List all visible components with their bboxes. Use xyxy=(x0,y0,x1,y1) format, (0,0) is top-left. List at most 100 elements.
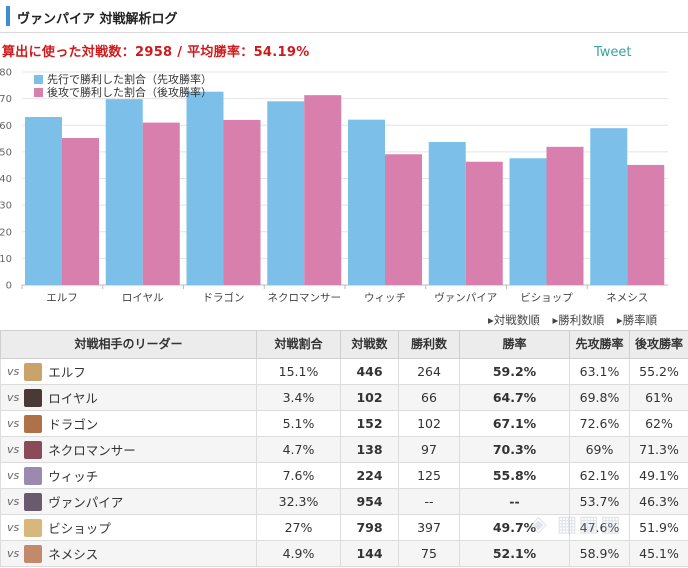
wins-cell: 397 xyxy=(398,514,460,541)
x-tick-label: ネクロマンサー xyxy=(268,292,342,304)
leader-avatar xyxy=(24,492,43,511)
share-cell: 15.1% xyxy=(256,358,341,385)
header-leader: 対戦相手のリーダー xyxy=(0,330,257,359)
first-rate-cell: 47.6% xyxy=(569,514,630,541)
bar-second-6 xyxy=(546,146,584,285)
rate-cell: 55.8% xyxy=(459,462,570,489)
x-tick-label: ビショップ xyxy=(520,292,573,304)
games-cell: 102 xyxy=(340,384,399,411)
matchup-table: 対戦相手のリーダー 対戦割合 対戦数 勝利数 勝率 先攻勝率 後攻勝率 vs エル… xyxy=(0,330,688,567)
bar-first-0 xyxy=(25,116,62,285)
y-tick-label: 60 xyxy=(0,121,12,132)
games-cell: 224 xyxy=(340,462,399,489)
vs-label: vs xyxy=(7,365,20,378)
games-cell: 138 xyxy=(340,436,399,463)
bar-first-3 xyxy=(267,101,305,285)
games-cell: 152 xyxy=(340,410,399,437)
legend-label: 後攻で勝利した割合（後攻勝率） xyxy=(47,85,212,99)
leader-name: ネメシス xyxy=(48,547,99,562)
leader-avatar xyxy=(24,440,43,459)
header-share: 対戦割合 xyxy=(256,330,341,359)
header-games: 対戦数 xyxy=(340,330,399,359)
bar-second-4 xyxy=(385,154,422,285)
leader-cell: vs エルフ xyxy=(0,358,257,385)
win-rate-chart: 0 10 20 30 40 50 60 70 80 エルフ ロイヤル ドラゴン ネクロマンサー ウィッチ… xyxy=(0,68,668,304)
table-row: vs ヴァンパイア 32.3% 954 -- -- 53.7% 46.3% xyxy=(0,488,688,515)
games-cell: 954 xyxy=(340,488,399,515)
share-cell: 32.3% xyxy=(256,488,341,515)
second-rate-cell: 55.2% xyxy=(629,358,688,385)
rate-cell: -- xyxy=(459,488,570,515)
x-tick-label: ロイヤル xyxy=(122,292,164,304)
bar-second-7 xyxy=(627,164,665,285)
legend-swatch xyxy=(34,88,43,97)
y-tick-label: 0 xyxy=(6,281,12,292)
vs-label: vs xyxy=(7,521,20,534)
table-row: vs ネメシス 4.9% 144 75 52.1% 58.9% 45.1% xyxy=(0,540,688,567)
tweet-button[interactable]: Tweet xyxy=(594,45,632,60)
y-tick-label: 50 xyxy=(0,147,12,158)
share-cell: 3.4% xyxy=(256,384,341,411)
sort-by-games-link[interactable]: ▸対戦数順 xyxy=(488,313,540,327)
leader-cell: vs ロイヤル xyxy=(0,384,257,411)
second-rate-cell: 71.3% xyxy=(629,436,688,463)
leader-name: ロイヤル xyxy=(48,391,98,406)
table-row: vs ウィッチ 7.6% 224 125 55.8% 62.1% 49.1% xyxy=(0,462,688,489)
first-rate-cell: 58.9% xyxy=(569,540,630,567)
title-accent-bar xyxy=(6,6,10,26)
games-cell: 446 xyxy=(340,358,399,385)
leader-name: ネクロマンサー xyxy=(48,443,136,458)
leader-name: ウィッチ xyxy=(48,469,99,484)
bar-first-4 xyxy=(348,119,385,285)
vs-label: vs xyxy=(7,417,20,430)
wins-cell: 97 xyxy=(398,436,460,463)
y-tick-label: 40 xyxy=(0,174,12,185)
second-rate-cell: 49.1% xyxy=(629,462,688,489)
share-cell: 27% xyxy=(256,514,341,541)
x-tick-label: ネメシス xyxy=(606,292,648,304)
leader-avatar xyxy=(24,544,43,563)
leader-avatar xyxy=(24,388,43,407)
sort-links: ▸対戦数順 ▸勝利数順 ▸勝率順 xyxy=(488,312,666,328)
header-wins: 勝利数 xyxy=(398,330,460,359)
first-rate-cell: 69% xyxy=(569,436,630,463)
games-cell: 798 xyxy=(340,514,399,541)
vs-label: vs xyxy=(7,495,20,508)
x-tick-label: ウィッチ xyxy=(364,292,406,304)
first-rate-cell: 53.7% xyxy=(569,488,630,515)
leader-name: ドラゴン xyxy=(48,417,99,432)
x-tick-label: ドラゴン xyxy=(203,291,245,304)
table-row: vs エルフ 15.1% 446 264 59.2% 63.1% 55.2% xyxy=(0,358,688,385)
legend-label: 先行で勝利した割合（先攻勝率） xyxy=(47,72,212,86)
bar-second-0 xyxy=(62,138,99,285)
leader-cell: vs ネメシス xyxy=(0,540,257,567)
table-row: vs ロイヤル 3.4% 102 66 64.7% 69.8% 61% xyxy=(0,384,688,411)
y-tick-label: 10 xyxy=(0,254,12,265)
second-rate-cell: 61% xyxy=(629,384,688,411)
bar-first-2 xyxy=(186,91,224,285)
wins-cell: -- xyxy=(398,488,460,515)
bar-second-2 xyxy=(223,119,261,285)
vs-label: vs xyxy=(7,391,20,404)
header-rate: 勝率 xyxy=(459,330,570,359)
leader-cell: vs ヴァンパイア xyxy=(0,488,257,515)
chart-x-ticks: エルフ ロイヤル ドラゴン ネクロマンサー ウィッチ ヴァンパイア ビショップ ネメシス xyxy=(21,285,648,304)
y-tick-label: 70 xyxy=(0,94,12,105)
wins-cell: 75 xyxy=(398,540,460,567)
rate-cell: 52.1% xyxy=(459,540,570,567)
sort-by-wins-link[interactable]: ▸勝利数順 xyxy=(552,313,605,327)
chart-bars xyxy=(25,91,665,286)
wins-cell: 102 xyxy=(398,410,460,437)
wins-cell: 264 xyxy=(398,358,460,385)
share-cell: 5.1% xyxy=(256,410,341,437)
bar-second-5 xyxy=(465,161,503,285)
sort-by-rate-link[interactable]: ▸勝率順 xyxy=(616,313,658,327)
y-tick-label: 20 xyxy=(0,227,12,238)
title-bar: ヴァンパイア 対戦解析ログ xyxy=(0,0,688,33)
leader-cell: vs ドラゴン xyxy=(0,410,257,437)
x-tick-label: エルフ xyxy=(46,292,78,304)
legend-swatch xyxy=(34,75,43,84)
x-tick-label: ヴァンパイア xyxy=(434,291,497,304)
leader-cell: vs ネクロマンサー xyxy=(0,436,257,463)
rate-cell: 64.7% xyxy=(459,384,570,411)
